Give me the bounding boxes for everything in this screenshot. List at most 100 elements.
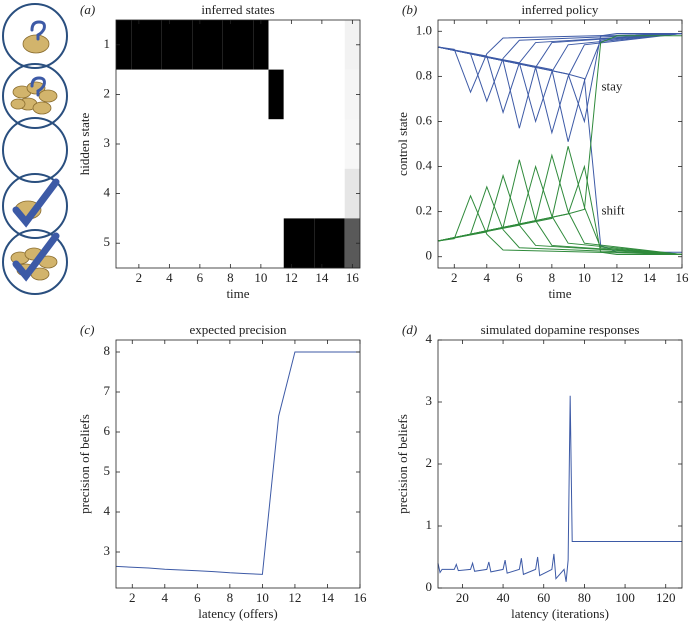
x-axis-label: latency (offers) <box>198 606 278 621</box>
heatmap-cell <box>238 119 254 170</box>
x-tick-label: 2 <box>451 270 458 285</box>
policy-line <box>437 35 682 242</box>
heatmap-cell <box>344 69 360 120</box>
heatmap-cell <box>253 119 269 170</box>
y-tick-label: 4 <box>426 331 433 346</box>
x-tick-label: 2 <box>129 590 136 605</box>
heatmap-cell <box>131 168 147 219</box>
heatmap-cell <box>238 168 254 219</box>
heatmap-cell <box>161 20 177 70</box>
x-tick-label: 6 <box>194 590 201 605</box>
heatmap-cell <box>222 69 238 120</box>
heatmap-cell <box>238 20 254 70</box>
heatmap-cell <box>116 218 132 269</box>
y-tick-label: 1.0 <box>416 22 432 37</box>
heatmap-cell <box>283 69 299 120</box>
x-tick-label: 80 <box>578 590 591 605</box>
icon-circle <box>2 117 68 183</box>
heatmap-cell <box>253 20 269 70</box>
policy-line <box>437 159 683 255</box>
y-axis-label: control state <box>395 112 410 176</box>
x-tick-label: 12 <box>288 590 301 605</box>
icon-circle <box>2 3 68 69</box>
x-tick-label: 2 <box>136 270 143 285</box>
heatmap-cell <box>253 218 269 269</box>
heatmap-cell <box>268 119 284 170</box>
heatmap-cell <box>161 119 177 170</box>
heatmap-cell <box>222 119 238 170</box>
panel: stay shift 2 4 6 8 10 12 14 16 0 0.2 0.4 0.6 0.8 1.0 inf… <box>395 2 689 301</box>
heatmap-cell <box>329 218 345 269</box>
heatmap-cell <box>177 168 193 219</box>
icon-circle <box>2 229 68 295</box>
heatmap-cell <box>161 168 177 219</box>
data-line <box>115 351 360 575</box>
icons <box>2 3 68 295</box>
y-axis-label: precision of beliefs <box>395 414 410 514</box>
x-tick-label: 12 <box>285 270 298 285</box>
heatmap-cell <box>131 69 147 120</box>
axes-frame <box>437 19 683 269</box>
heatmap-cell <box>299 69 315 120</box>
y-tick-label: 3 <box>426 393 433 408</box>
x-tick-label: 10 <box>578 270 591 285</box>
heatmap-cell <box>116 69 132 120</box>
heatmap-cell <box>177 69 193 120</box>
heatmap-cell <box>222 168 238 219</box>
heatmap-cell <box>299 119 315 170</box>
heatmap-cell <box>253 69 269 120</box>
chart-title: inferred policy <box>522 2 599 17</box>
x-tick-label: 14 <box>643 270 657 285</box>
policy-line <box>437 33 683 142</box>
heatmap-cell <box>222 218 238 269</box>
heatmap-cell <box>238 69 254 120</box>
heatmap-cell <box>329 119 345 170</box>
x-tick-label: 10 <box>256 590 269 605</box>
y-tick-label: 5 <box>104 234 111 249</box>
x-tick-label: 4 <box>162 590 169 605</box>
x-tick-label: 120 <box>656 590 676 605</box>
heatmap-cell <box>146 119 162 170</box>
heatmap-cell <box>268 168 284 219</box>
heatmap-cell <box>116 168 132 219</box>
icon-circle <box>2 173 68 239</box>
x-axis-label: latency (iterations) <box>511 606 609 621</box>
icon-circle <box>2 63 68 129</box>
y-tick-label: 0 <box>426 248 433 263</box>
panel: 20 40 60 80 100 120 0 1 2 3 4 simulated dopamine re… <box>395 322 683 621</box>
y-tick-label: 5 <box>104 463 111 478</box>
y-tick-label: 0.2 <box>416 203 432 218</box>
policy-line <box>437 194 683 255</box>
heatmap-cell <box>329 69 345 120</box>
x-tick-label: 4 <box>166 270 173 285</box>
chart-title: inferred states <box>201 2 274 17</box>
heatmap-cell <box>344 20 360 70</box>
heatmap-cell <box>131 218 147 269</box>
x-tick-label: 16 <box>346 270 360 285</box>
heatmap-cell <box>177 119 193 170</box>
heatmap-cell <box>344 168 360 219</box>
heatmap-cell <box>314 20 330 70</box>
policy-line <box>437 33 683 124</box>
x-tick-label: 4 <box>484 270 491 285</box>
heatmap-cell <box>192 168 208 219</box>
heatmap-cell <box>192 119 208 170</box>
policy-line <box>437 33 682 124</box>
icon-marks <box>12 20 60 282</box>
axes-frame <box>115 339 361 589</box>
panel-label: (c) <box>80 322 94 337</box>
heatmap-cell <box>146 168 162 219</box>
y-tick-label: 1 <box>104 36 111 51</box>
policy-line <box>437 164 683 255</box>
heatmap-cell <box>283 168 299 219</box>
heatmap-cell <box>161 218 177 269</box>
y-tick-label: 1 <box>426 517 433 532</box>
x-tick-label: 8 <box>549 270 556 285</box>
x-tick-label: 12 <box>610 270 623 285</box>
y-tick-label: 2 <box>104 85 111 100</box>
heatmap-cell <box>116 119 132 170</box>
x-tick-label: 6 <box>516 270 523 285</box>
heatmap-cell <box>299 168 315 219</box>
heatmap-cell <box>329 168 345 219</box>
